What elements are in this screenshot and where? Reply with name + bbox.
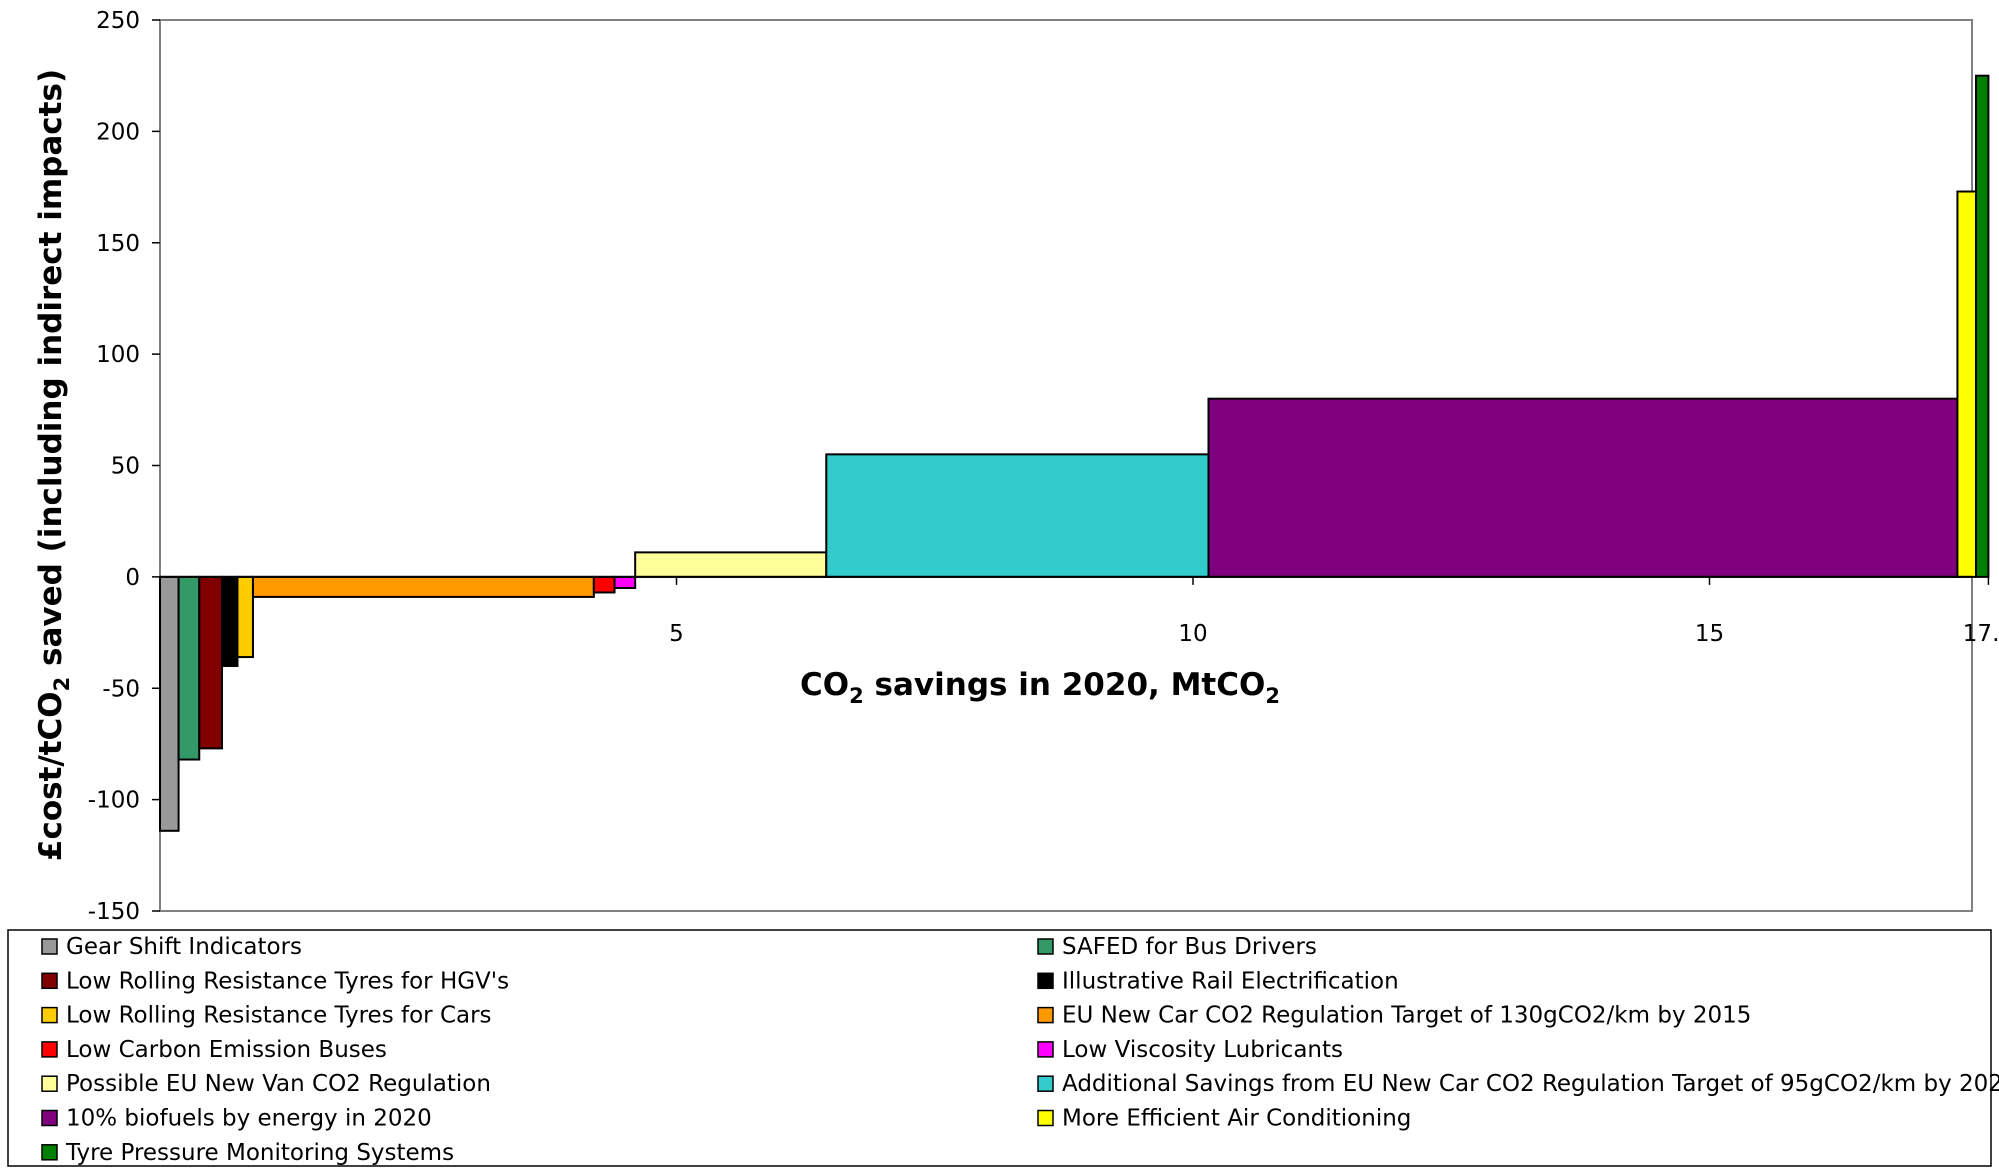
bar-low-viscosity-lubricants — [613, 575, 637, 590]
legend-swatch-more-efficient-air-conditioning — [1037, 1109, 1054, 1127]
bar-gear-shift-indicators — [159, 575, 180, 832]
y-ticks-group: -150 -100 -50 0 50 100 150 200 250 — [88, 8, 160, 925]
bar-possible-eu-new-van-co2-regulation — [634, 551, 828, 578]
legend-swatch-illustrative-rail-electrification — [1037, 972, 1054, 990]
legend-box — [7, 929, 1992, 1167]
legend-swatch-gear-shift-indicators — [41, 938, 58, 955]
bar-low-rolling-resistance-tyres-for-hgv-s — [198, 575, 223, 750]
y-tick-label: 200 — [96, 119, 140, 145]
bar-additional-savings-from-eu-new-car-co2-regulation-target-of-95gco2-km-by-2020 — [825, 453, 1210, 578]
y-axis-title: £cost/tCO2 saved (including indirect imp… — [33, 69, 74, 861]
legend-label: Tyre Pressure Monitoring Systems — [65, 1140, 454, 1166]
x-tick-label: 10 — [1178, 621, 1207, 647]
legend-label: More Efficient Air Conditioning — [1062, 1106, 1411, 1132]
bar-eu-new-car-co2-regulation-target-of-130gco2-km-by-2015 — [251, 575, 595, 598]
x-ticks-group: 5 10 15 17.7 — [669, 576, 1999, 647]
legend-swatch-additional-savings-from-eu-new-car-co2-regulation-target-of-95gco2-km-by-2020 — [1037, 1075, 1054, 1092]
legend-label: SAFED for Bus Drivers — [1062, 934, 1317, 960]
y-tick-label: 50 — [111, 454, 140, 480]
bar-illustrative-rail-electrification — [220, 575, 239, 667]
legend-label: Gear Shift Indicators — [66, 934, 302, 960]
legend-label: Low Rolling Resistance Tyres for Cars — [66, 1003, 492, 1029]
legend-swatch-low-rolling-resistance-tyres-for-cars — [41, 1006, 58, 1024]
y-tick-label: -50 — [102, 676, 140, 702]
bar-low-rolling-resistance-tyres-for-cars — [236, 575, 254, 659]
legend-label: Possible EU New Van CO2 Regulation — [66, 1071, 491, 1097]
y-tick-label: 250 — [96, 8, 140, 34]
legend-swatch-tyre-pressure-monitoring-systems — [41, 1144, 58, 1161]
x-axis-title: CO2 savings in 2020, MtCO2 — [800, 667, 1280, 708]
bar-low-carbon-emission-buses — [592, 575, 616, 594]
legend-swatch-10-biofuels-by-energy-in-2020 — [41, 1109, 58, 1127]
legend-label: Low Rolling Resistance Tyres for HGV's — [66, 968, 509, 994]
legend-label: Low Carbon Emission Buses — [66, 1037, 387, 1063]
legend-label: 10% biofuels by energy in 2020 — [66, 1106, 432, 1132]
y-tick-label: 100 — [96, 342, 140, 368]
x-tick-label: 15 — [1695, 621, 1724, 647]
bar-tyre-pressure-monitoring-systems — [1975, 74, 1990, 578]
legend-swatch-low-rolling-resistance-tyres-for-hgv-s — [41, 972, 58, 990]
bar-safed-for-bus-drivers — [177, 575, 201, 761]
y-tick-label: 0 — [125, 565, 140, 591]
y-tick-label: -150 — [88, 899, 140, 925]
legend-swatch-eu-new-car-co2-regulation-target-of-130gco2-km-by-2015 — [1037, 1006, 1054, 1024]
legend-swatch-possible-eu-new-van-co2-regulation — [41, 1075, 58, 1092]
legend-label: Additional Savings from EU New Car CO2 R… — [1062, 1071, 1999, 1097]
y-tick-label: -100 — [88, 788, 140, 814]
bar-more-efficient-air-conditioning — [1956, 190, 1978, 578]
bar-10-biofuels-by-energy-in-2020 — [1207, 397, 1959, 578]
legend-swatch-low-carbon-emission-buses — [41, 1041, 58, 1058]
x-tick-label: 5 — [669, 621, 684, 647]
legend-label: Low Viscosity Lubricants — [1062, 1037, 1343, 1063]
legend-label: Illustrative Rail Electrification — [1062, 968, 1399, 994]
bars-group — [159, 74, 1990, 832]
legend-swatch-safed-for-bus-drivers — [1037, 938, 1054, 955]
legend-swatch-low-viscosity-lubricants — [1037, 1041, 1054, 1058]
legend-label: EU New Car CO2 Regulation Target of 130g… — [1062, 1003, 1751, 1029]
y-tick-label: 150 — [96, 231, 140, 257]
legend: Gear Shift Indicators SAFED for Bus Drive… — [41, 934, 1999, 1166]
x-tick-label: 17.7 — [1963, 621, 1999, 647]
